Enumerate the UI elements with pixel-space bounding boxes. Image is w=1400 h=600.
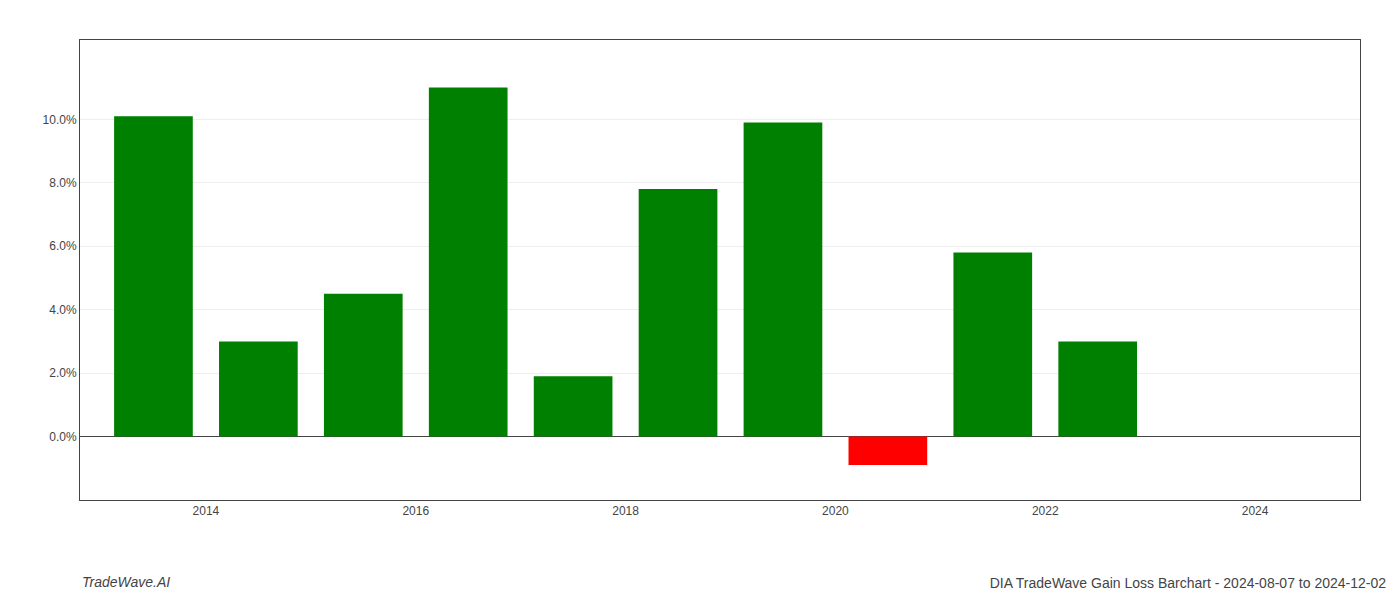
- svg-text:DIA TradeWave Gain Loss Barcha: DIA TradeWave Gain Loss Barchart - 2024-…: [990, 575, 1387, 591]
- svg-text:2024: 2024: [1242, 504, 1269, 518]
- svg-text:6.0%: 6.0%: [49, 239, 77, 253]
- svg-text:2022: 2022: [1032, 504, 1059, 518]
- svg-text:0.0%: 0.0%: [49, 430, 77, 444]
- svg-text:TradeWave.AI: TradeWave.AI: [82, 574, 170, 590]
- svg-text:4.0%: 4.0%: [49, 303, 77, 317]
- svg-text:2020: 2020: [822, 504, 849, 518]
- svg-text:10.0%: 10.0%: [43, 113, 77, 127]
- svg-text:2018: 2018: [612, 504, 639, 518]
- svg-text:8.0%: 8.0%: [49, 176, 77, 190]
- svg-text:2014: 2014: [193, 504, 220, 518]
- svg-text:2016: 2016: [402, 504, 429, 518]
- svg-text:2.0%: 2.0%: [49, 366, 77, 380]
